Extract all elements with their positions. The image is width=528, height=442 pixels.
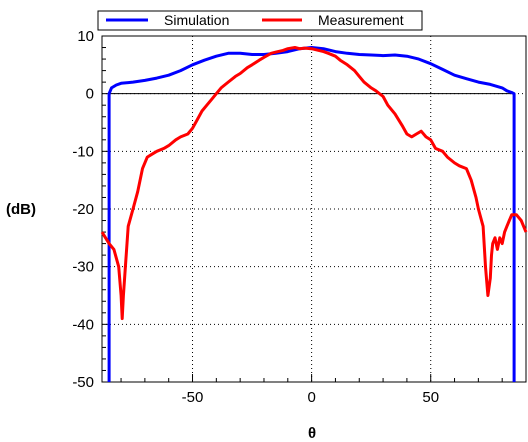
series-line-measurement xyxy=(100,46,528,321)
y-tick-labels: 10 0 -10 -20 -30 -40 -50 xyxy=(72,28,94,391)
plot-area xyxy=(100,35,528,383)
y-tick-label: 0 xyxy=(86,86,94,103)
y-tick-label: -30 xyxy=(72,259,94,276)
series-layer xyxy=(100,46,528,382)
legend-label-simulation: Simulation xyxy=(164,12,229,28)
y-tick-label: -20 xyxy=(72,201,94,218)
y-tick-label: -10 xyxy=(72,143,94,160)
y-axis-label: (dB) xyxy=(6,201,36,218)
y-tick-label: -50 xyxy=(72,374,94,391)
legend-label-measurement: Measurement xyxy=(318,12,404,28)
x-tick-labels: -50 0 50 xyxy=(182,389,439,406)
legend: Simulation Measurement xyxy=(97,10,423,31)
x-tick-label: 50 xyxy=(422,389,439,406)
x-tick-label: 0 xyxy=(307,389,315,406)
y-tick-label: -40 xyxy=(72,316,94,333)
x-axis-label: θ xyxy=(308,425,316,442)
x-tick-label: -50 xyxy=(182,389,204,406)
legend-box xyxy=(97,10,423,31)
y-tick-label: 10 xyxy=(77,28,94,45)
